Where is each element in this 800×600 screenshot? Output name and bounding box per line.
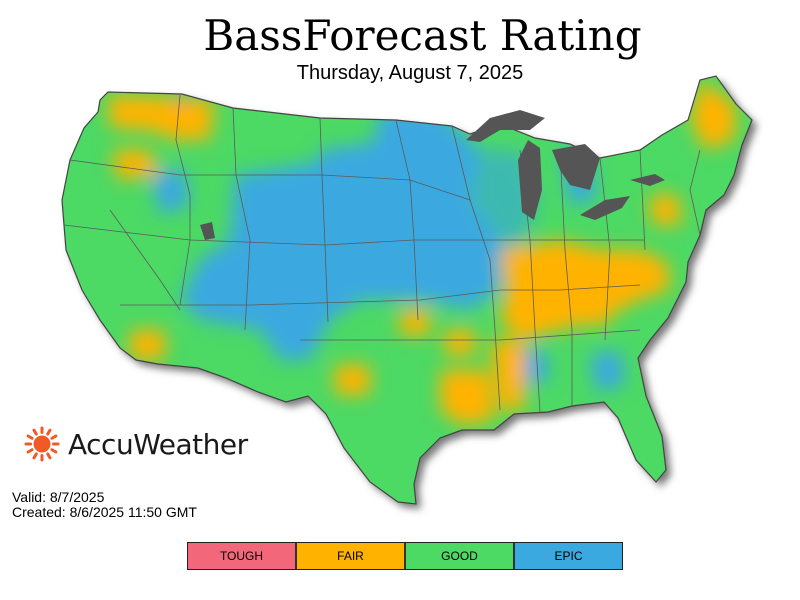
great-lakes bbox=[200, 110, 665, 240]
lake-huron bbox=[552, 144, 600, 190]
lake-ontario bbox=[630, 174, 665, 186]
lake-erie bbox=[580, 196, 630, 220]
accuweather-logo: AccuWeather bbox=[24, 424, 248, 464]
valid-date: Valid: 8/7/2025 bbox=[12, 489, 105, 505]
brand-name: AccuWeather bbox=[68, 427, 248, 461]
great-salt-lake bbox=[200, 222, 215, 240]
lake-superior bbox=[466, 110, 545, 142]
legend-good: GOOD bbox=[406, 543, 515, 569]
rating-legend: TOUGH FAIR GOOD EPIC bbox=[187, 542, 623, 570]
legend-epic: EPIC bbox=[515, 543, 622, 569]
legend-fair: FAIR bbox=[297, 543, 406, 569]
state-borders bbox=[63, 94, 701, 413]
sun-icon bbox=[24, 426, 60, 462]
lake-michigan bbox=[518, 140, 542, 220]
forecast-meta: Valid: 8/7/2025 Created: 8/6/2025 11:50 … bbox=[12, 490, 197, 520]
created-date: Created: 8/6/2025 11:50 GMT bbox=[12, 504, 197, 520]
map-title: BassForecast Rating bbox=[203, 11, 642, 60]
legend-tough: TOUGH bbox=[188, 543, 297, 569]
forecast-date: Thursday, August 7, 2025 bbox=[296, 62, 524, 84]
